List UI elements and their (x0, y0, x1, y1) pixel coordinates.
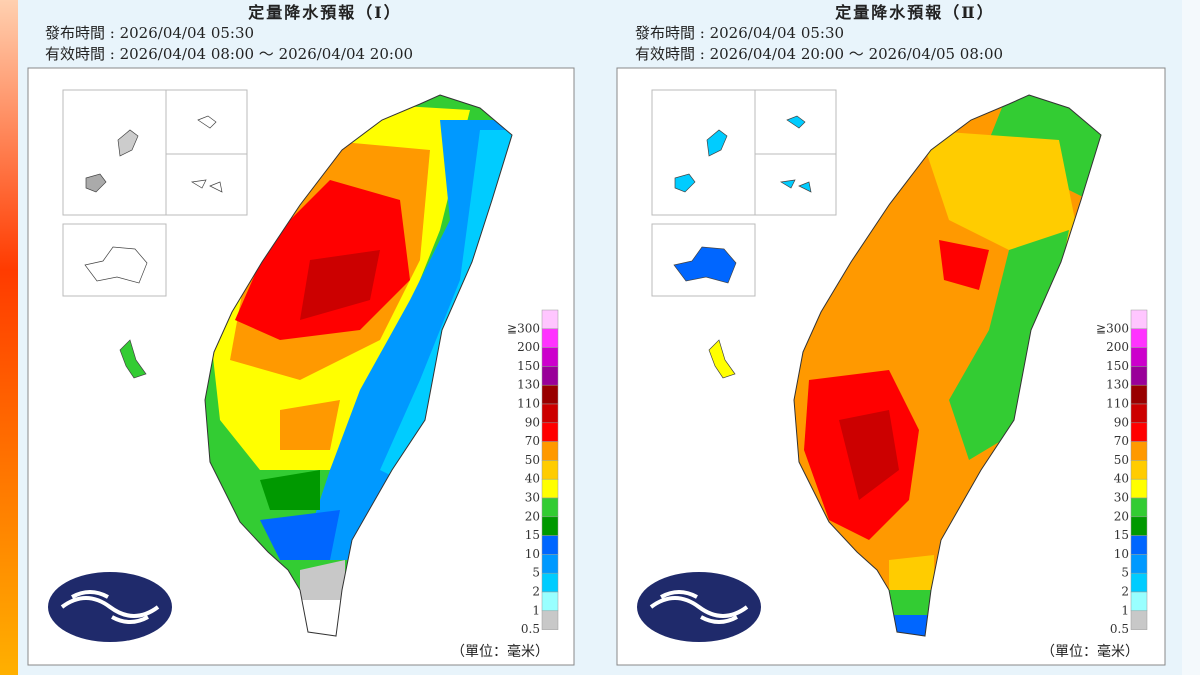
valid-time: 有效時間 : 2026/04/04 08:00 ～ 2026/04/04 20:… (45, 45, 413, 63)
legend-swatch (1130, 384, 1148, 405)
logo-mark (60, 590, 160, 624)
legend-swatch (541, 441, 559, 461)
valid-time: 有效時間 : 2026/04/04 20:00 ～ 2026/04/05 08:… (635, 45, 1003, 63)
legend-label: 40 (1114, 472, 1129, 486)
legend-swatch (1130, 478, 1148, 499)
legend-swatch (541, 403, 559, 424)
legend-swatch (541, 366, 559, 386)
legend-label: 110 (1106, 397, 1129, 411)
legend-label: 200 (517, 340, 540, 354)
legend-label: ≧300 (1096, 321, 1129, 335)
legend-label: 5 (532, 566, 540, 580)
legend-label: 20 (525, 509, 540, 523)
legend-swatch (1130, 610, 1148, 630)
legend: ≧300 200 150 130 110 90 70 50 40 30 20 15 10 5 2 1 0.5 (1096, 309, 1148, 636)
legend-swatch (541, 497, 559, 518)
logo-mark (649, 590, 749, 624)
legend-label: ≧300 (507, 321, 540, 335)
legend-label: 1 (532, 603, 540, 617)
legend-label: 70 (525, 434, 540, 448)
legend-label: 130 (1106, 378, 1129, 392)
legend-label: 0.5 (1110, 622, 1129, 636)
edge-strip (1182, 0, 1200, 675)
panel-title: 定量降水預報（Ⅱ） (834, 3, 995, 22)
legend-label: 50 (525, 453, 540, 467)
panel-title: 定量降水預報（Ⅰ） (247, 3, 402, 22)
legend: ≧300 200 150 130 110 90 70 50 40 30 20 15 10 5 2 1 0.5 (507, 309, 559, 636)
issue-time: 發布時間 : 2026/04/04 05:30 (635, 24, 844, 42)
legend-label: 1 (1121, 603, 1129, 617)
legend-swatch (541, 610, 559, 630)
legend-label: 30 (1114, 491, 1129, 505)
legend-swatch (541, 384, 559, 405)
legend-label: 10 (525, 547, 540, 561)
unit-label: （單位：毫米） (1041, 643, 1139, 660)
legend-swatch (541, 460, 559, 480)
legend-label: 130 (517, 378, 540, 392)
legend-swatch (1130, 441, 1148, 461)
legend-swatch (541, 347, 559, 367)
panel: 定量降水預報（Ⅰ） 發布時間 : 2026/04/04 05:30 有效時間 :… (27, 3, 575, 666)
legend-label: 150 (517, 359, 540, 373)
legend-swatch (541, 478, 559, 499)
issue-time: 發布時間 : 2026/04/04 05:30 (45, 24, 254, 42)
legend-label: 110 (517, 397, 540, 411)
legend-swatch (541, 554, 559, 574)
legend-label: 70 (1114, 434, 1129, 448)
legend-label: 90 (1114, 415, 1129, 429)
legend-swatch (1130, 497, 1148, 518)
edge-strip (0, 0, 18, 675)
inset-islands (84, 115, 223, 379)
legend-swatch (541, 535, 559, 555)
legend-swatch (1130, 309, 1148, 330)
legend-label: 50 (1114, 453, 1129, 467)
legend-swatch (1130, 535, 1148, 555)
insets (62, 89, 248, 297)
legend-swatch (1130, 554, 1148, 574)
legend-swatch (1130, 347, 1148, 367)
legend-label: 15 (525, 528, 540, 542)
legend-label: 5 (1121, 566, 1129, 580)
legend-label: 10 (1114, 547, 1129, 561)
legend-label: 150 (1106, 359, 1129, 373)
legend-swatch (541, 422, 559, 442)
legend-swatch (1130, 366, 1148, 386)
legend-label: 2 (532, 585, 540, 599)
insets (651, 89, 837, 297)
legend-swatch (1130, 572, 1148, 593)
legend-label: 0.5 (521, 622, 540, 636)
legend-label: 2 (1121, 585, 1129, 599)
legend-swatch (541, 516, 559, 536)
legend-label: 90 (525, 415, 540, 429)
legend-label: 30 (525, 491, 540, 505)
unit-label: （單位：毫米） (451, 643, 549, 660)
legend-swatch (1130, 403, 1148, 424)
legend-swatch (541, 309, 559, 330)
legend-label: 40 (525, 472, 540, 486)
legend-swatch (1130, 591, 1148, 612)
inset-islands (673, 115, 812, 379)
legend-label: 200 (1106, 340, 1129, 354)
legend-swatch (1130, 516, 1148, 536)
legend-swatch (1130, 422, 1148, 442)
legend-swatch (1130, 460, 1148, 480)
legend-swatch (541, 572, 559, 593)
legend-label: 15 (1114, 528, 1129, 542)
legend-swatch (541, 591, 559, 612)
panel: 定量降水預報（Ⅱ） 發布時間 : 2026/04/04 05:30 有效時間 :… (616, 3, 1166, 666)
legend-swatch (541, 328, 559, 348)
legend-swatch (1130, 328, 1148, 348)
legend-label: 20 (1114, 509, 1129, 523)
